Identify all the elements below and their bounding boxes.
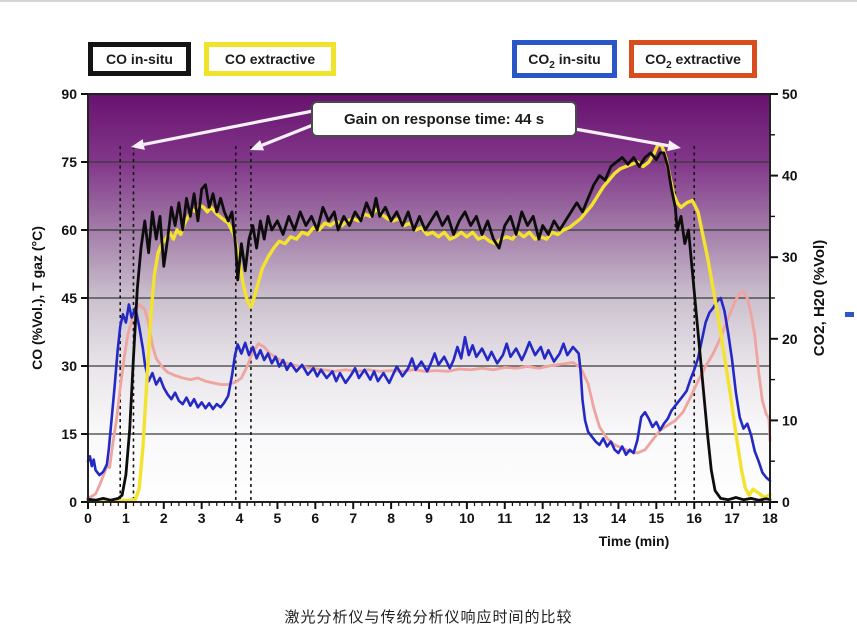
svg-text:20: 20 xyxy=(782,331,798,347)
svg-text:16: 16 xyxy=(686,510,702,526)
x-axis-title: Time (min) xyxy=(599,533,670,549)
svg-text:1: 1 xyxy=(122,510,130,526)
legend-co-extractive-label: CO extractive xyxy=(224,51,316,67)
svg-text:11: 11 xyxy=(497,510,512,526)
legend-co-extractive: CO extractive xyxy=(204,42,336,76)
series-co2-in-situ xyxy=(86,296,772,483)
svg-text:30: 30 xyxy=(61,358,77,374)
svg-text:0: 0 xyxy=(782,494,790,510)
svg-text:2: 2 xyxy=(160,510,168,526)
annotation-callout: Gain on response time: 44 s xyxy=(311,101,577,137)
legend-co2-extractive: CO2 extractive xyxy=(629,40,757,78)
series-co-in-situ xyxy=(86,151,772,502)
y-left-axis: 0 15 30 45 60 75 90 CO (%Vol.), T gaz (°C) xyxy=(29,86,88,510)
y-left-title: CO (%Vol.), T gaz (°C) xyxy=(29,226,45,370)
svg-text:15: 15 xyxy=(649,510,665,526)
legend-co-insitu: CO in-situ xyxy=(88,42,191,76)
y-right-title: CO2, H20 (%Vol) xyxy=(811,240,828,356)
svg-text:4: 4 xyxy=(236,510,244,526)
svg-text:0: 0 xyxy=(84,510,92,526)
svg-text:10: 10 xyxy=(782,412,798,428)
y-right-axis: 0 10 20 30 40 50 CO2, H20 (%Vol) xyxy=(770,86,828,510)
svg-text:17: 17 xyxy=(724,510,740,526)
svg-text:40: 40 xyxy=(782,168,798,184)
svg-text:10: 10 xyxy=(459,510,475,526)
svg-text:75: 75 xyxy=(61,154,77,170)
svg-text:90: 90 xyxy=(61,86,77,102)
svg-text:9: 9 xyxy=(425,510,433,526)
svg-text:7: 7 xyxy=(349,510,357,526)
svg-text:6: 6 xyxy=(311,510,319,526)
svg-text:50: 50 xyxy=(782,86,798,102)
gridlines xyxy=(88,161,770,435)
svg-text:60: 60 xyxy=(61,222,77,238)
legend-co2-insitu-label: CO2 in-situ xyxy=(528,51,601,71)
legend-co2-insitu: CO2 in-situ xyxy=(512,40,617,78)
svg-text:30: 30 xyxy=(782,249,798,265)
svg-text:0: 0 xyxy=(69,494,77,510)
annotation-arrows xyxy=(131,109,681,152)
stray-blue-mark xyxy=(845,312,854,317)
svg-text:14: 14 xyxy=(611,510,627,526)
svg-text:45: 45 xyxy=(61,290,77,306)
svg-text:8: 8 xyxy=(387,510,395,526)
svg-text:3: 3 xyxy=(198,510,206,526)
chart-caption: 激光分析仪与传统分析仪响应时间的比较 xyxy=(284,609,573,626)
svg-text:18: 18 xyxy=(762,510,778,526)
legend-co-insitu-label: CO in-situ xyxy=(106,51,173,67)
svg-text:Gain on response time: 44 s: Gain on response time: 44 s xyxy=(344,111,544,128)
svg-text:5: 5 xyxy=(274,510,282,526)
svg-text:13: 13 xyxy=(573,510,589,526)
page-top-border xyxy=(0,0,857,2)
svg-text:12: 12 xyxy=(535,510,551,526)
svg-text:15: 15 xyxy=(61,426,77,442)
legend-co2-extractive-label: CO2 extractive xyxy=(645,51,741,71)
